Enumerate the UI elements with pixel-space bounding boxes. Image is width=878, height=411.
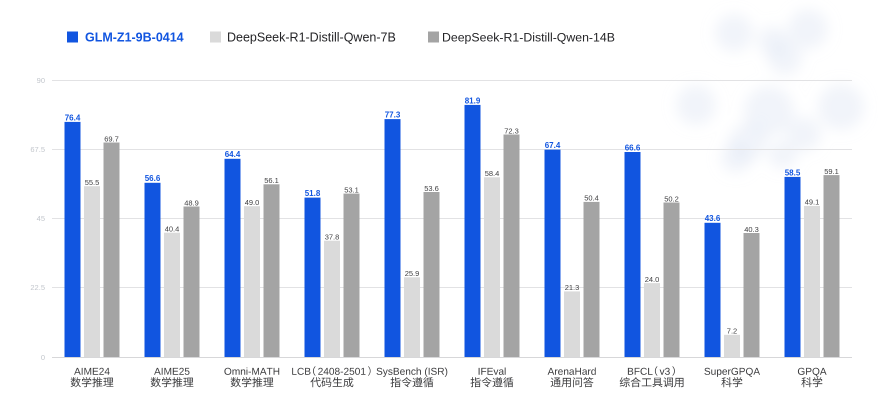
svg-text:37.8: 37.8	[325, 233, 340, 242]
svg-text:49.1: 49.1	[805, 198, 820, 207]
svg-text:GLM-Z1-9B-0414: GLM-Z1-9B-0414	[85, 30, 184, 44]
svg-text:40.4: 40.4	[165, 225, 180, 234]
svg-text:64.4: 64.4	[225, 150, 241, 159]
svg-text:49.0: 49.0	[245, 198, 260, 207]
svg-text:69.7: 69.7	[104, 134, 119, 143]
svg-text:48.9: 48.9	[184, 198, 199, 207]
svg-text:56.6: 56.6	[145, 174, 161, 183]
svg-text:66.6: 66.6	[625, 143, 641, 152]
svg-text:55.5: 55.5	[85, 178, 100, 187]
svg-text:40.3: 40.3	[744, 225, 759, 234]
svg-text:50.2: 50.2	[664, 194, 679, 203]
svg-text:DeepSeek-R1-Distill-Qwen-7B: DeepSeek-R1-Distill-Qwen-7B	[227, 30, 396, 44]
svg-text:72.3: 72.3	[504, 126, 519, 135]
svg-text:25.9: 25.9	[405, 269, 420, 278]
svg-text:59.1: 59.1	[824, 167, 839, 176]
svg-text:50.4: 50.4	[584, 194, 599, 203]
svg-text:0: 0	[41, 353, 45, 362]
svg-text:90: 90	[37, 76, 45, 85]
svg-text:7.2: 7.2	[727, 327, 737, 336]
svg-text:53.1: 53.1	[344, 185, 359, 194]
svg-text:58.4: 58.4	[485, 169, 500, 178]
svg-text:53.6: 53.6	[424, 184, 439, 193]
svg-text:76.4: 76.4	[65, 113, 81, 122]
svg-text:DeepSeek-R1-Distill-Qwen-14B: DeepSeek-R1-Distill-Qwen-14B	[442, 30, 615, 44]
svg-text:81.9: 81.9	[465, 96, 481, 105]
svg-text:21.3: 21.3	[565, 283, 580, 292]
svg-text:77.3: 77.3	[385, 111, 401, 120]
svg-text:22.5: 22.5	[30, 283, 45, 292]
svg-text:24.0: 24.0	[645, 275, 660, 284]
svg-text:43.6: 43.6	[705, 214, 721, 223]
svg-text:51.8: 51.8	[305, 189, 321, 198]
svg-text:67.5: 67.5	[30, 145, 45, 154]
svg-text:67.4: 67.4	[545, 141, 561, 150]
svg-text:58.5: 58.5	[785, 168, 801, 177]
svg-text:56.1: 56.1	[264, 176, 279, 185]
svg-text:45: 45	[37, 214, 45, 223]
